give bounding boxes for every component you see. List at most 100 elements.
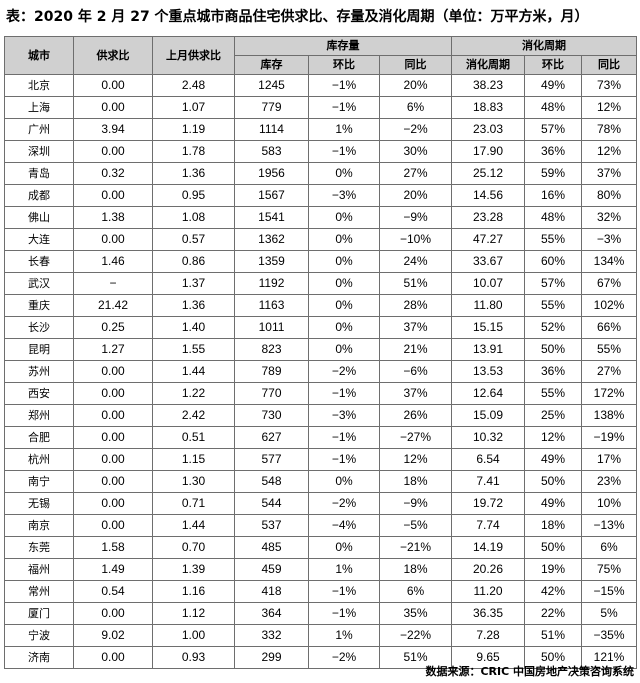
cell-supply-ratio: 1.38	[73, 206, 153, 229]
table-row: 杭州 0.00 1.15 577 −1% 12% 6.54 49% 17%	[4, 448, 638, 471]
table-row: 合肥 0.00 0.51 627 −1% −27% 10.32 12% −19%	[4, 426, 638, 449]
cell-prev-supply-ratio: 0.51	[152, 426, 235, 449]
table-row: 昆明 1.27 1.55 823 0% 21% 13.91 50% 55%	[4, 338, 638, 361]
header-inventory-group: 库存量	[233, 36, 453, 56]
cell-digest-yoy: −19%	[581, 426, 638, 449]
table-row: 苏州 0.00 1.44 789 −2% −6% 13.53 36% 27%	[4, 360, 638, 383]
cell-prev-supply-ratio: 1.37	[152, 272, 235, 295]
cell-supply-ratio: 1.49	[73, 558, 153, 581]
cell-city: 宁波	[4, 624, 74, 647]
cell-digest-mom: 52%	[524, 316, 583, 339]
cell-prev-supply-ratio: 0.86	[152, 250, 235, 273]
header-inventory-yoy: 同比	[378, 55, 453, 75]
cell-digest-period: 25.12	[451, 162, 526, 185]
header-supply-ratio: 供求比	[73, 36, 153, 75]
cell-inventory-mom: 1%	[308, 558, 380, 581]
cell-inventory-yoy: −5%	[378, 514, 453, 537]
cell-supply-ratio: 0.00	[73, 470, 153, 493]
cell-digest-yoy: 32%	[581, 206, 638, 229]
cell-inventory-mom: −1%	[308, 448, 380, 471]
table-row: 无锡 0.00 0.71 544 −2% −9% 19.72 49% 10%	[4, 492, 638, 515]
table-title: 表：2020 年 2 月 27 个重点城市商品住宅供求比、存量及消化周期（单位：…	[6, 9, 589, 25]
cell-digest-yoy: 75%	[581, 558, 638, 581]
header-inventory-mom: 环比	[308, 55, 380, 75]
cell-prev-supply-ratio: 1.15	[152, 448, 235, 471]
cell-prev-supply-ratio: 0.71	[152, 492, 235, 515]
cell-digest-period: 17.90	[451, 140, 526, 163]
cell-city: 大连	[4, 228, 74, 251]
cell-city: 成都	[4, 184, 74, 207]
cell-digest-period: 33.67	[451, 250, 526, 273]
cell-digest-yoy: 134%	[581, 250, 638, 273]
table-row: 东莞 1.58 0.70 485 0% −21% 14.19 50% 6%	[4, 536, 638, 559]
table-row: 郑州 0.00 2.42 730 −3% 26% 15.09 25% 138%	[4, 404, 638, 427]
cell-inventory-mom: 0%	[308, 250, 380, 273]
cell-supply-ratio: 0.00	[73, 646, 153, 669]
cell-inventory: 1567	[234, 184, 309, 207]
cell-digest-mom: 55%	[524, 382, 583, 405]
cell-inventory: 1114	[234, 118, 309, 141]
cell-inventory: 1541	[234, 206, 309, 229]
cell-prev-supply-ratio: 1.12	[152, 602, 235, 625]
cell-digest-yoy: 80%	[581, 184, 638, 207]
cell-digest-mom: 18%	[524, 514, 583, 537]
cell-inventory: 1245	[234, 74, 309, 97]
cell-prev-supply-ratio: 0.57	[152, 228, 235, 251]
cell-digest-mom: 16%	[524, 184, 583, 207]
cell-digest-yoy: 73%	[581, 74, 638, 97]
cell-inventory: 544	[234, 492, 309, 515]
table-row: 长沙 0.25 1.40 1011 0% 37% 15.15 52% 66%	[4, 316, 638, 339]
cell-inventory-yoy: 20%	[378, 184, 453, 207]
cell-digest-mom: 50%	[524, 646, 583, 669]
cell-inventory-yoy: 26%	[378, 404, 453, 427]
cell-city: 东莞	[4, 536, 74, 559]
cell-inventory-mom: −3%	[308, 184, 380, 207]
table-row: 上海 0.00 1.07 779 −1% 6% 18.83 48% 12%	[4, 96, 638, 119]
cell-digest-yoy: 121%	[581, 646, 638, 669]
table-header: 城市 供求比 上月供求比 库存量 消化周期 库存 环比 同比 消化周期 环比 同…	[4, 36, 638, 75]
cell-inventory-mom: −4%	[308, 514, 380, 537]
cell-city: 西安	[4, 382, 74, 405]
cell-inventory-yoy: 27%	[378, 162, 453, 185]
cell-city: 上海	[4, 96, 74, 119]
cell-supply-ratio: 3.94	[73, 118, 153, 141]
cell-inventory-mom: 0%	[308, 206, 380, 229]
cell-inventory-yoy: 18%	[378, 470, 453, 493]
cell-digest-mom: 19%	[524, 558, 583, 581]
cell-inventory-yoy: 18%	[378, 558, 453, 581]
cell-inventory-mom: 0%	[308, 338, 380, 361]
cell-inventory-mom: −1%	[308, 382, 380, 405]
cell-inventory-yoy: 12%	[378, 448, 453, 471]
cell-digest-period: 7.41	[451, 470, 526, 493]
cell-prev-supply-ratio: 1.00	[152, 624, 235, 647]
cell-supply-ratio: 0.00	[73, 140, 153, 163]
cell-inventory-yoy: −6%	[378, 360, 453, 383]
cell-supply-ratio: 1.46	[73, 250, 153, 273]
cell-digest-period: 23.28	[451, 206, 526, 229]
cell-city: 苏州	[4, 360, 74, 383]
table-row: 长春 1.46 0.86 1359 0% 24% 33.67 60% 134%	[4, 250, 638, 273]
cell-inventory: 627	[234, 426, 309, 449]
cell-inventory: 1192	[234, 272, 309, 295]
cell-supply-ratio: 0.00	[73, 96, 153, 119]
cell-prev-supply-ratio: 0.70	[152, 536, 235, 559]
cell-digest-period: 18.83	[451, 96, 526, 119]
cell-digest-yoy: 172%	[581, 382, 638, 405]
cell-digest-mom: 50%	[524, 470, 583, 493]
cell-prev-supply-ratio: 1.44	[152, 360, 235, 383]
cell-digest-period: 19.72	[451, 492, 526, 515]
cell-digest-period: 6.54	[451, 448, 526, 471]
cell-inventory-yoy: 6%	[378, 580, 453, 603]
cell-prev-supply-ratio: 1.16	[152, 580, 235, 603]
cell-inventory-yoy: 30%	[378, 140, 453, 163]
cell-supply-ratio: 0.25	[73, 316, 153, 339]
table-row: 重庆 21.42 1.36 1163 0% 28% 11.80 55% 102%	[4, 294, 638, 317]
cell-digest-yoy: 37%	[581, 162, 638, 185]
cell-inventory-mom: −1%	[308, 426, 380, 449]
cell-digest-mom: 49%	[524, 448, 583, 471]
cell-digest-yoy: 55%	[581, 338, 638, 361]
cell-inventory-mom: 0%	[308, 536, 380, 559]
cell-inventory-mom: −1%	[308, 74, 380, 97]
cell-supply-ratio: 0.32	[73, 162, 153, 185]
cell-digest-mom: 60%	[524, 250, 583, 273]
